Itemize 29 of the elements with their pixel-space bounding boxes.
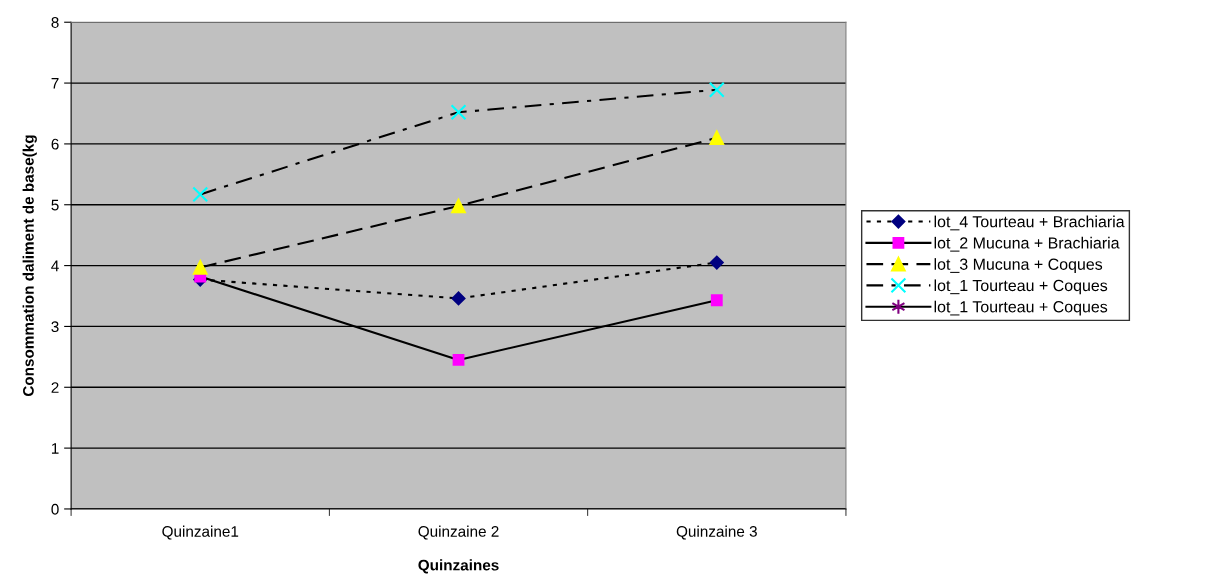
- x-tick-label: Quinzaine 2: [418, 525, 499, 540]
- legend-label: lot_2 Mucuna + Brachiaria: [934, 236, 1120, 252]
- legend-label: lot_1 Tourteau + Coques: [934, 279, 1108, 295]
- y-tick-label: 6: [51, 138, 59, 150]
- x-axis-title: Quinzaines: [418, 559, 499, 574]
- point: [451, 291, 466, 306]
- y-tick-label: 7: [51, 78, 59, 89]
- point: [192, 260, 208, 275]
- point: [192, 186, 209, 203]
- legend-label: lot_3 Mucuna + Coques: [934, 258, 1103, 274]
- y-tick-label: 0: [51, 503, 59, 515]
- point: [451, 198, 466, 214]
- y-tick-label: 8: [51, 17, 59, 28]
- legend-label: lot_4 Tourteau + Brachiaria: [934, 215, 1125, 231]
- y-axis-title: Consommation daliment de base(kg: [22, 135, 37, 397]
- point: [709, 130, 725, 146]
- point: [452, 353, 465, 366]
- y-tick-label: 5: [51, 199, 59, 211]
- point: [710, 294, 723, 307]
- y-tick-label: 1: [51, 443, 59, 454]
- y-tick-label: 3: [51, 321, 59, 333]
- point: [709, 255, 724, 270]
- x-tick-label: Quinzaine 3: [676, 525, 757, 540]
- x-tick-label: Quinzaine1: [162, 525, 239, 540]
- point: [708, 81, 725, 98]
- y-tick-label: 4: [51, 260, 59, 272]
- legend-label: lot_1 Tourteau + Coques: [934, 300, 1108, 316]
- point: [450, 104, 467, 121]
- y-tick-label: 2: [51, 382, 59, 393]
